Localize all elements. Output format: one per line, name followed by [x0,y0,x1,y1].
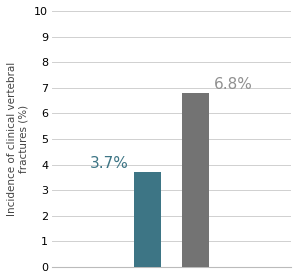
Text: 6.8%: 6.8% [214,77,253,92]
Bar [134,172,162,267]
Text: 3.7%: 3.7% [90,156,129,171]
Bar [182,93,209,267]
Y-axis label: Incidence of clinical vertebral
fractures (%): Incidence of clinical vertebral fracture… [7,62,29,216]
